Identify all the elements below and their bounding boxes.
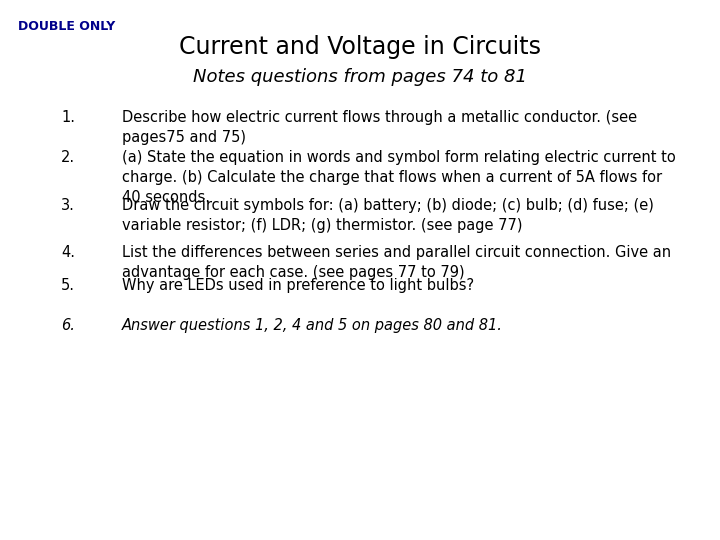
- Text: 4.: 4.: [61, 245, 75, 260]
- Text: 1.: 1.: [61, 110, 75, 125]
- Text: 3.: 3.: [61, 198, 75, 213]
- Text: Current and Voltage in Circuits: Current and Voltage in Circuits: [179, 35, 541, 59]
- Text: 6.: 6.: [61, 318, 75, 333]
- Text: Describe how electric current flows through a metallic conductor. (see
pages75 a: Describe how electric current flows thro…: [122, 110, 637, 145]
- Text: 5.: 5.: [61, 278, 75, 293]
- Text: (a) State the equation in words and symbol form relating electric current to
cha: (a) State the equation in words and symb…: [122, 150, 676, 205]
- Text: 2.: 2.: [61, 150, 75, 165]
- Text: Why are LEDs used in preference to light bulbs?: Why are LEDs used in preference to light…: [122, 278, 474, 293]
- Text: Answer questions 1, 2, 4 and 5 on pages 80 and 81.: Answer questions 1, 2, 4 and 5 on pages …: [122, 318, 503, 333]
- Text: List the differences between series and parallel circuit connection. Give an
adv: List the differences between series and …: [122, 245, 671, 280]
- Text: DOUBLE ONLY: DOUBLE ONLY: [18, 20, 115, 33]
- Text: Draw the circuit symbols for: (a) battery; (b) diode; (c) bulb; (d) fuse; (e)
va: Draw the circuit symbols for: (a) batter…: [122, 198, 654, 233]
- Text: Notes questions from pages 74 to 81: Notes questions from pages 74 to 81: [193, 68, 527, 86]
